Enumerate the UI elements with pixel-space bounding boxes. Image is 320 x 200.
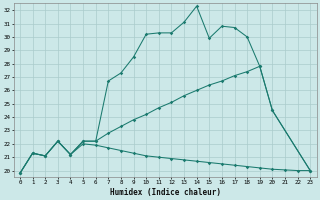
X-axis label: Humidex (Indice chaleur): Humidex (Indice chaleur) — [109, 188, 220, 197]
